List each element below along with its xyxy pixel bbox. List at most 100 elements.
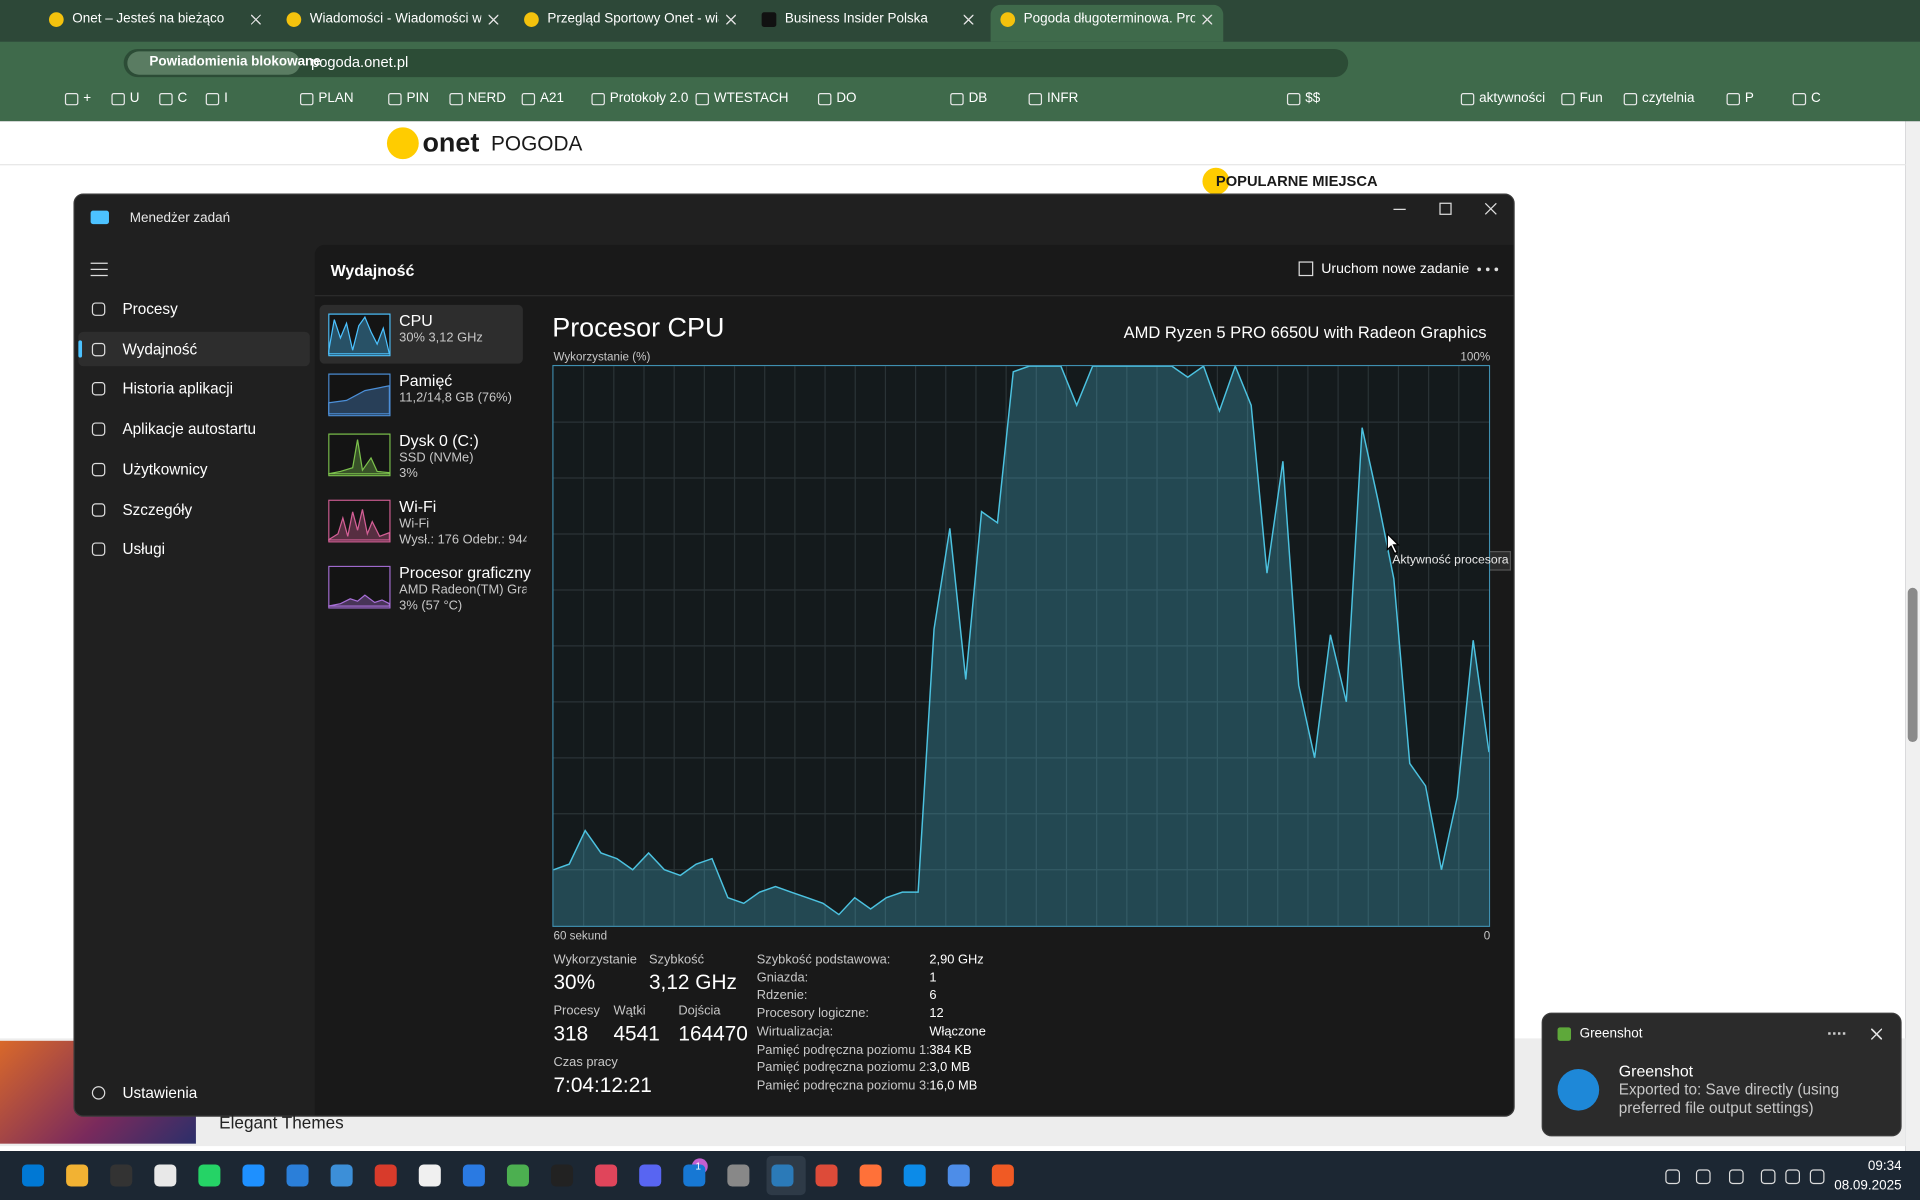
close[interactable] bbox=[1484, 202, 1497, 215]
nav-icon bbox=[91, 422, 106, 437]
tab-title[interactable]: Przegląd Sportowy Onet - wiad bbox=[547, 11, 719, 27]
tray-icon[interactable] bbox=[1728, 1169, 1744, 1185]
detail-label: Pamięć podręczna poziomu 1: bbox=[756, 1042, 930, 1057]
taskbar-app[interactable] bbox=[903, 1164, 926, 1187]
tab-close[interactable] bbox=[1202, 14, 1213, 25]
taskbar-app[interactable] bbox=[859, 1164, 882, 1187]
taskbar-app[interactable] bbox=[418, 1164, 441, 1187]
nav-item[interactable]: Użytkownicy bbox=[122, 460, 208, 478]
taskbar-app[interactable] bbox=[462, 1164, 485, 1187]
nav-item[interactable]: Usługi bbox=[122, 540, 165, 558]
taskbar-app[interactable] bbox=[771, 1164, 794, 1187]
bookmark[interactable]: DO bbox=[836, 91, 857, 106]
device-name[interactable]: Wi-Fi bbox=[399, 497, 437, 516]
badge: 1 bbox=[695, 1161, 701, 1173]
stat-label: Procesy bbox=[553, 1003, 600, 1019]
detail-label: Pamięć podręczna poziomu 3: bbox=[756, 1078, 930, 1093]
settings[interactable]: Ustawienia bbox=[122, 1084, 198, 1102]
nav-item[interactable]: Procesy bbox=[122, 300, 178, 318]
nav-item[interactable]: Historia aplikacji bbox=[122, 380, 234, 398]
url[interactable]: pogoda.onet.pl bbox=[311, 53, 409, 71]
nav-item[interactable]: Wydajność bbox=[122, 340, 198, 358]
notification-chip[interactable] bbox=[127, 51, 300, 75]
cpu-line bbox=[553, 364, 1490, 916]
maximize[interactable] bbox=[1439, 202, 1452, 215]
detail-label: Szybkość podstawowa: bbox=[756, 952, 891, 967]
window-controls[interactable] bbox=[1384, 198, 1506, 220]
device-name[interactable]: CPU bbox=[399, 311, 433, 330]
bookmark[interactable]: A21 bbox=[540, 91, 564, 106]
bookmark[interactable]: P bbox=[1744, 91, 1754, 106]
bookmark[interactable]: Protokoły 2.0 bbox=[609, 91, 689, 106]
toast-menu[interactable] bbox=[1828, 1032, 1846, 1036]
bookmark[interactable]: NERD bbox=[467, 91, 506, 106]
menu-icon[interactable] bbox=[88, 260, 112, 280]
taskbar-app[interactable] bbox=[947, 1164, 970, 1187]
nav-icon bbox=[91, 542, 106, 557]
taskbar-app[interactable] bbox=[551, 1164, 574, 1187]
taskbar-app[interactable] bbox=[815, 1164, 838, 1187]
taskbar-app[interactable] bbox=[374, 1164, 397, 1187]
bookmark[interactable]: C bbox=[1811, 91, 1821, 106]
tray-icon[interactable] bbox=[1809, 1169, 1825, 1185]
tab-close[interactable] bbox=[488, 14, 499, 25]
bookmark[interactable]: PLAN bbox=[318, 91, 354, 106]
tab-title[interactable]: Pogoda długoterminowa. Progr bbox=[1023, 11, 1196, 27]
address-bar[interactable] bbox=[123, 48, 1349, 78]
tray-icon[interactable] bbox=[1665, 1169, 1680, 1185]
bookmark[interactable]: PIN bbox=[406, 91, 429, 106]
detail-label: Rdzenie: bbox=[756, 988, 808, 1003]
active-tab[interactable] bbox=[990, 4, 1224, 42]
cpu-graph bbox=[552, 364, 1491, 927]
taskbar-app[interactable] bbox=[22, 1164, 45, 1187]
taskbar-app[interactable] bbox=[991, 1164, 1014, 1187]
bookmark[interactable]: Fun bbox=[1579, 91, 1603, 106]
tab-title[interactable]: Business Insider Polska bbox=[784, 11, 928, 27]
stat-label: Czas pracy bbox=[553, 1055, 618, 1070]
tray-icon[interactable] bbox=[1695, 1169, 1711, 1185]
tab-close[interactable] bbox=[963, 14, 974, 25]
bookmark[interactable]: aktywności bbox=[1479, 91, 1546, 106]
taskbar-app[interactable] bbox=[198, 1164, 221, 1187]
toast-close[interactable] bbox=[1871, 1028, 1883, 1040]
bookmark[interactable]: U bbox=[129, 91, 140, 106]
tab-close[interactable] bbox=[251, 14, 261, 25]
taskbar-app[interactable] bbox=[286, 1164, 309, 1187]
device-name[interactable]: Pamięć bbox=[399, 371, 453, 390]
tray-icon[interactable] bbox=[1760, 1169, 1776, 1185]
tab-title[interactable]: Onet – Jesteś na bieżąco bbox=[72, 11, 225, 27]
bookmark[interactable]: DB bbox=[968, 91, 988, 106]
bookmark-icon bbox=[591, 93, 605, 106]
chip-text[interactable]: Powiadomienia blokowane bbox=[149, 54, 321, 70]
tab-title[interactable]: Wiadomości - Wiadomości w C bbox=[309, 11, 482, 27]
taskbar-app[interactable] bbox=[110, 1164, 133, 1187]
device-name[interactable]: Dysk 0 (C:) bbox=[399, 431, 479, 450]
taskbar-app[interactable] bbox=[506, 1164, 529, 1187]
bookmark[interactable]: I bbox=[224, 91, 228, 106]
bookmark[interactable]: czytelnia bbox=[1642, 91, 1695, 106]
taskbar-app[interactable] bbox=[639, 1164, 662, 1187]
taskbar-app[interactable] bbox=[330, 1164, 353, 1187]
tooltip-text: Aktywność procesora bbox=[1392, 553, 1509, 567]
taskbar-app[interactable] bbox=[595, 1164, 618, 1187]
nav-item[interactable]: Aplikacje autostartu bbox=[122, 420, 257, 438]
taskbar-app[interactable] bbox=[154, 1164, 177, 1187]
run-task-icon[interactable] bbox=[1298, 261, 1315, 278]
taskbar-app[interactable] bbox=[242, 1164, 265, 1187]
popular-places[interactable]: POPULARNE MIEJSCA bbox=[1215, 172, 1378, 190]
bookmark[interactable]: INFR bbox=[1046, 91, 1079, 106]
nav-item[interactable]: Szczegóły bbox=[122, 500, 193, 518]
bookmark[interactable]: WTESTACH bbox=[713, 91, 789, 106]
bookmark[interactable]: + bbox=[83, 91, 92, 106]
tray-icon[interactable] bbox=[1785, 1169, 1800, 1185]
tab-close[interactable] bbox=[726, 14, 736, 25]
scrollbar-thumb[interactable] bbox=[1907, 587, 1918, 743]
run-task[interactable]: Uruchom nowe zadanie bbox=[1321, 262, 1470, 277]
bookmark[interactable]: $$ bbox=[1305, 91, 1321, 106]
more-icon[interactable] bbox=[1476, 262, 1500, 277]
taskbar-app[interactable] bbox=[727, 1164, 750, 1187]
device-name[interactable]: Procesor graficzny bbox=[399, 563, 532, 582]
taskbar-app[interactable] bbox=[683, 1164, 706, 1187]
taskbar-app[interactable] bbox=[66, 1164, 89, 1187]
bookmark[interactable]: C bbox=[177, 91, 188, 106]
